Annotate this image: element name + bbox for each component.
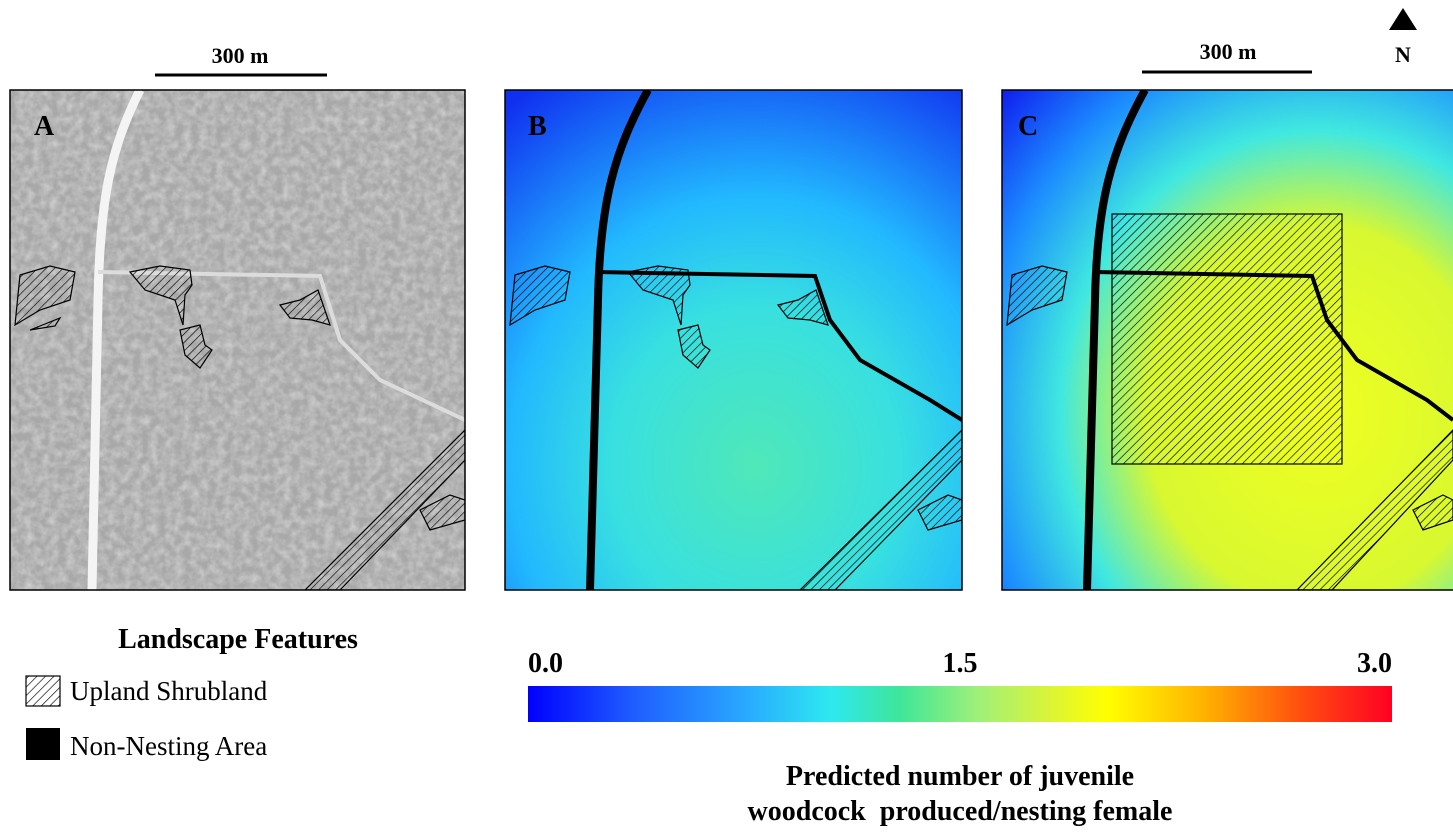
panel-b-map xyxy=(505,90,962,590)
panel-label: A xyxy=(34,111,55,142)
legend-title: Landscape Features xyxy=(118,624,358,655)
colorbar-ticks: 0.0 1.5 3.0 xyxy=(528,648,1392,679)
scale-label: 300 m xyxy=(1200,39,1257,64)
panel-c-map xyxy=(1002,90,1453,590)
colorbar xyxy=(528,686,1392,722)
north-arrow xyxy=(1389,8,1417,30)
scale-label: 300 m xyxy=(212,43,269,68)
panel-label: B xyxy=(528,111,547,142)
panel-label: C xyxy=(1018,111,1038,142)
colorbar-title: Predicted number of juvenile xyxy=(786,761,1134,792)
legend-swatch xyxy=(26,728,60,760)
figure: A B C 300 m 300 m N Landscape Features U… xyxy=(0,0,1453,835)
colorbar-title: woodcock produced/nesting female xyxy=(748,796,1173,827)
colorbar-tick-label: 3.0 xyxy=(1357,648,1392,679)
legend-label: Upland Shrubland xyxy=(70,676,268,706)
colorbar-tick-label: 0.0 xyxy=(528,648,563,679)
panel-a-map xyxy=(10,90,465,590)
colorbar-tick-label: 1.5 xyxy=(943,648,978,679)
legend-label: Non-Nesting Area xyxy=(70,731,267,761)
north-label: N xyxy=(1395,42,1411,67)
legend-swatch xyxy=(26,676,60,706)
